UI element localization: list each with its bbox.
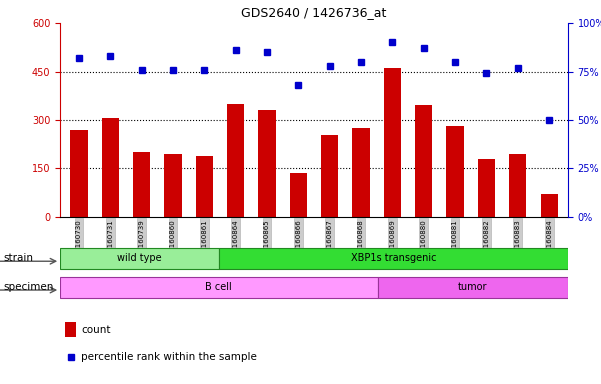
Bar — [290, 173, 307, 217]
Text: XBP1s transgenic: XBP1s transgenic — [350, 253, 436, 263]
Text: tumor: tumor — [458, 282, 487, 292]
Text: GSM160882: GSM160882 — [483, 219, 489, 262]
Text: GSM160865: GSM160865 — [264, 219, 270, 262]
Text: percentile rank within the sample: percentile rank within the sample — [81, 352, 257, 362]
Bar — [196, 156, 213, 217]
Bar — [60, 248, 219, 269]
Text: GSM160881: GSM160881 — [452, 219, 458, 262]
Text: specimen: specimen — [3, 282, 53, 292]
Text: GSM160739: GSM160739 — [139, 219, 145, 262]
Text: GSM160867: GSM160867 — [327, 219, 333, 262]
Bar — [447, 126, 464, 217]
Bar — [352, 128, 370, 217]
Bar — [219, 248, 568, 269]
Text: GSM160869: GSM160869 — [389, 219, 395, 262]
Text: GSM160864: GSM160864 — [233, 219, 239, 262]
Bar — [509, 154, 526, 217]
Bar — [258, 110, 276, 217]
Bar — [321, 134, 338, 217]
Text: GSM160868: GSM160868 — [358, 219, 364, 262]
Text: GSM160884: GSM160884 — [546, 219, 552, 262]
Bar — [102, 118, 119, 217]
Text: count: count — [81, 325, 111, 335]
Bar — [415, 106, 432, 217]
Bar — [227, 104, 244, 217]
Text: GSM160883: GSM160883 — [515, 219, 521, 262]
Bar — [384, 68, 401, 217]
Text: B cell: B cell — [206, 282, 232, 292]
Bar — [65, 323, 76, 338]
Bar — [60, 276, 377, 298]
Text: GSM160730: GSM160730 — [76, 219, 82, 262]
Bar — [133, 152, 150, 217]
Text: strain: strain — [3, 253, 33, 263]
Text: GSM160860: GSM160860 — [170, 219, 176, 262]
Text: GSM160880: GSM160880 — [421, 219, 427, 262]
Bar — [70, 130, 88, 217]
Bar — [164, 154, 182, 217]
Text: GSM160861: GSM160861 — [201, 219, 207, 262]
Bar — [478, 159, 495, 217]
Bar — [540, 194, 558, 217]
Text: wild type: wild type — [117, 253, 162, 263]
Bar — [377, 276, 568, 298]
Text: GSM160731: GSM160731 — [107, 219, 113, 262]
Text: GDS2640 / 1426736_at: GDS2640 / 1426736_at — [242, 6, 386, 19]
Text: GSM160866: GSM160866 — [295, 219, 301, 262]
